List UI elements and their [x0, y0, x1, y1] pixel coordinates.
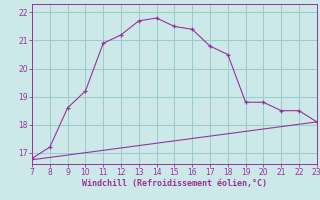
X-axis label: Windchill (Refroidissement éolien,°C): Windchill (Refroidissement éolien,°C)	[82, 179, 267, 188]
